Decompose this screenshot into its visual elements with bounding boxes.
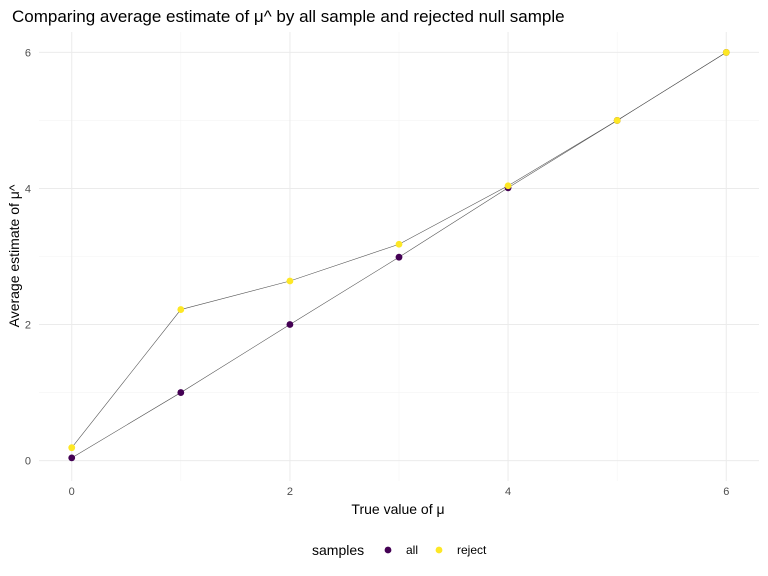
legend: samples all reject	[312, 542, 487, 558]
y-tick-label: 0	[25, 456, 31, 468]
x-axis-title: True value of μ	[351, 501, 444, 517]
data-point-reject	[177, 306, 185, 313]
legend-items: all reject	[384, 543, 487, 557]
legend-label-reject: reject	[457, 543, 487, 557]
x-tick-label: 6	[723, 486, 729, 498]
data-point-reject	[722, 49, 730, 56]
data-point-reject	[286, 277, 294, 285]
y-axis-title: Average estimate of μ^	[6, 184, 22, 327]
data-point-all	[177, 389, 185, 396]
y-tick-label: 4	[25, 183, 31, 195]
y-tick-label: 6	[25, 47, 31, 59]
legend-label-all: all	[406, 543, 418, 557]
data-point-reject	[395, 240, 403, 248]
data-point-all	[68, 454, 76, 462]
x-tick-label: 4	[505, 486, 511, 498]
data-points	[68, 49, 730, 462]
data-point-reject	[68, 444, 76, 452]
legend-title: samples	[312, 542, 364, 558]
data-point-all	[395, 253, 403, 261]
data-point-reject	[504, 182, 512, 190]
x-axis-ticks: 0 2 4 6	[69, 486, 730, 498]
y-tick-label: 2	[25, 320, 31, 332]
data-point-reject	[613, 117, 621, 124]
x-tick-label: 2	[287, 486, 293, 498]
chart-title: Comparing average estimate of μ^ by all …	[12, 7, 565, 26]
legend-key-reject	[435, 546, 443, 554]
y-axis-ticks: 0 2 4 6	[25, 47, 31, 467]
legend-key-all	[384, 546, 392, 554]
x-tick-label: 0	[69, 486, 75, 498]
data-point-all	[286, 321, 294, 328]
